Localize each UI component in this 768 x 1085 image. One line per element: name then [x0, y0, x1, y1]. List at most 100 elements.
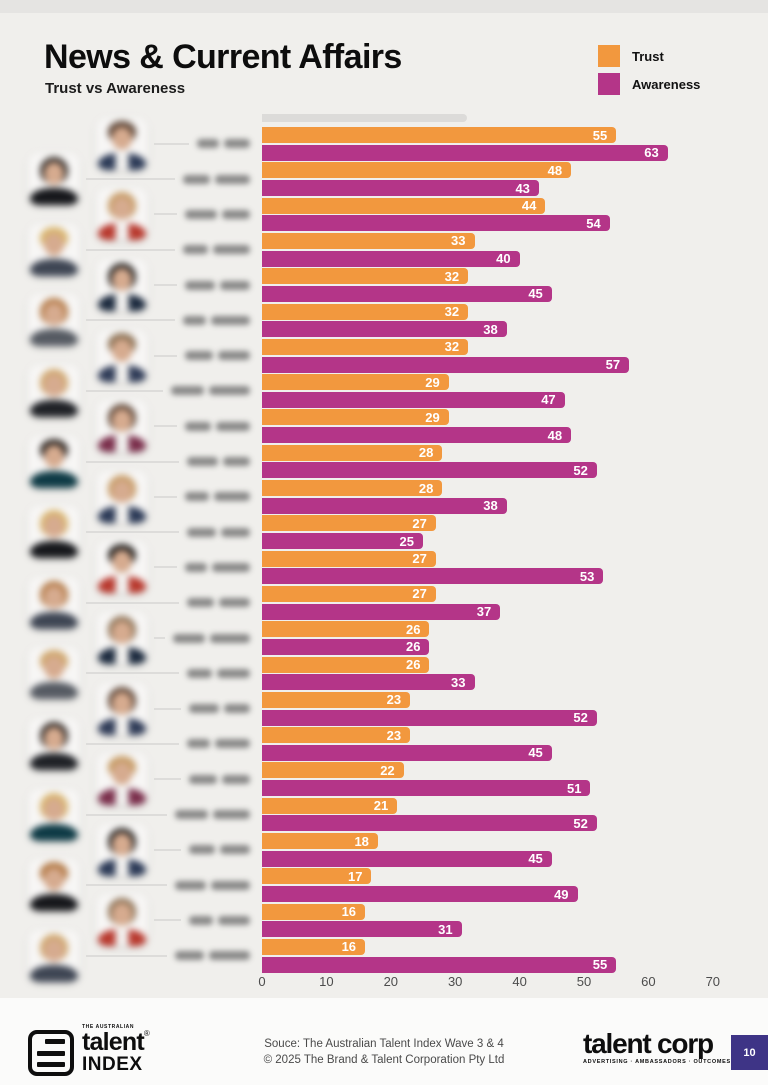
trust-bar: 23: [262, 691, 411, 708]
bar-value-label: 21: [373, 798, 389, 814]
bar-value-label: 26: [405, 657, 421, 672]
bar-value-label: 49: [554, 886, 569, 902]
trust-bar: 16: [262, 938, 366, 955]
leader-line: [86, 178, 175, 181]
awareness-bar: 52: [262, 815, 597, 832]
person-name-blurred: [209, 386, 250, 396]
person-name-blurred: [175, 810, 208, 819]
person-name-blurred: [220, 280, 250, 290]
source-line-1: Souce: The Australian Talent Index Wave …: [264, 1038, 504, 1050]
bar-value-label: 48: [547, 427, 563, 443]
avatar: [96, 612, 148, 664]
person-name-blurred: [197, 139, 219, 149]
leader-line: [86, 248, 175, 251]
avatar: [28, 859, 80, 912]
leader-line: [86, 954, 167, 957]
avatar: [96, 259, 148, 311]
person-name-blurred: [185, 492, 209, 502]
avatar: [96, 329, 148, 382]
bar-value-label: 51: [566, 780, 582, 796]
awareness-bar: 55: [262, 956, 617, 973]
bar-value-label: 44: [521, 198, 537, 214]
bar-value-label: 27: [412, 515, 427, 531]
logo-small-text: THE AUSTRALIAN: [82, 1024, 135, 1030]
awareness-bar: 38: [262, 497, 507, 514]
bar-value-label: 55: [592, 957, 608, 973]
bar-value-label: 57: [605, 357, 621, 372]
awareness-bar: 53: [262, 568, 604, 585]
avatar: [28, 435, 80, 488]
bar-value-label: 17: [348, 868, 363, 884]
bar-value-label: 38: [483, 321, 498, 337]
leader-line: [154, 848, 181, 851]
avatar: [96, 682, 148, 735]
person-name-blurred: [183, 174, 210, 184]
trust-bar: 29: [262, 409, 449, 426]
person-name-blurred: [185, 562, 207, 572]
trust-bar: 27: [262, 550, 436, 567]
trust-bar: 33: [262, 232, 475, 249]
page-title: News & Current Affairs: [44, 38, 402, 76]
bar-value-label: 47: [541, 392, 556, 408]
person-name-blurred: [218, 351, 250, 361]
bar-value-label: 18: [354, 833, 369, 849]
person-name-blurred: [223, 457, 250, 466]
axis-tick-label: 70: [705, 974, 721, 989]
awareness-bar: 49: [262, 886, 578, 902]
awareness-bar: 52: [262, 709, 597, 726]
bar-value-label: 45: [528, 745, 543, 761]
avatar: [96, 117, 148, 170]
awareness-bar: 43: [262, 180, 539, 196]
leader-line: [86, 672, 179, 675]
awareness-bar: 54: [262, 215, 610, 232]
person-name-blurred: [187, 739, 210, 749]
avatar: [28, 506, 80, 559]
avatar: [28, 364, 80, 417]
awareness-bar: 33: [262, 674, 475, 691]
avatar: [28, 647, 80, 700]
awareness-bar: 45: [262, 285, 552, 302]
awareness-bar: 52: [262, 462, 597, 479]
axis-tick-label: 20: [383, 974, 399, 989]
trust-bar: 17: [262, 868, 372, 885]
trust-bar: 21: [262, 797, 398, 814]
trust-bar: 16: [262, 903, 366, 920]
leader-line: [154, 142, 189, 145]
person-name-blurred: [175, 880, 206, 890]
person-name-blurred: [222, 209, 250, 219]
bar-value-label: 32: [444, 268, 460, 284]
awareness-bar: 26: [262, 638, 430, 655]
leader-line: [154, 778, 181, 781]
person-name-blurred: [185, 209, 217, 219]
bar-value-label: 63: [644, 145, 659, 161]
trust-bar: 48: [262, 162, 572, 179]
legend-swatch-trust: [598, 45, 620, 67]
leader-line: [86, 531, 179, 534]
page-number-badge: 10: [731, 1035, 768, 1070]
bar-value-label: 16: [341, 939, 357, 955]
leader-line: [86, 742, 179, 745]
bar-value-label: 45: [528, 851, 543, 867]
person-name-blurred: [219, 598, 250, 608]
bar-value-label: 33: [451, 674, 466, 690]
awareness-bar: 47: [262, 391, 565, 408]
person-name-blurred: [213, 810, 250, 819]
person-name-blurred: [173, 633, 205, 643]
axis-tick-label: 60: [641, 974, 656, 989]
bar-value-label: 32: [444, 304, 460, 319]
awareness-bar: 37: [262, 603, 501, 620]
bar-value-label: 27: [412, 586, 427, 602]
person-name-blurred: [183, 245, 208, 255]
talent-corp-logo: talent corp ADVERTISING · AMBASSADORS · …: [583, 1030, 731, 1066]
legend-label-trust: Trust: [632, 49, 664, 64]
leader-line: [86, 460, 179, 463]
person-name-blurred: [222, 774, 250, 784]
trust-bar: 28: [262, 480, 443, 496]
axis-tick-label: 0: [258, 974, 266, 989]
leader-line: [86, 389, 163, 392]
person-name-blurred: [189, 845, 215, 855]
legend-swatch-awareness: [598, 73, 620, 95]
bar-value-label: 32: [444, 339, 460, 355]
awareness-bar: 57: [262, 356, 630, 373]
trust-bar: 23: [262, 727, 411, 744]
